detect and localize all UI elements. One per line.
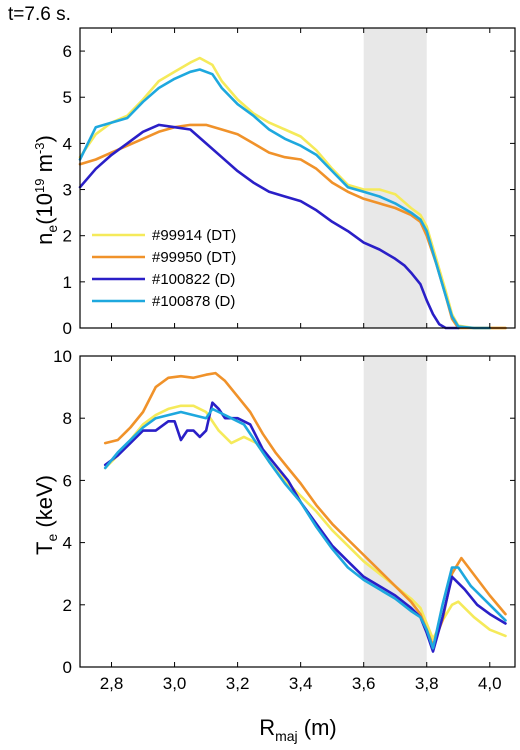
temperature-y-tick-label: 10 [53,347,72,366]
legend-label-2: #100822 (D) [152,271,235,288]
x-tick-label: 3,0 [163,674,187,693]
shaded-region-top [363,28,427,328]
density-y-tick-label: 0 [63,319,72,338]
temperature-y-tick-label: 0 [63,658,72,677]
x-tick-label: 3,4 [289,674,313,693]
temperature-series-group [103,371,507,653]
legend-label-0: #99914 (DT) [152,227,236,244]
temperature-series-line-3 [103,407,507,650]
density-y-ticks: 0 1 2 3 4 5 6 [63,42,515,338]
x-tick-label: 3,6 [352,674,376,693]
density-plot-frame [79,27,516,329]
density-series-line-0 [78,56,507,330]
density-y-tick-label: 2 [63,227,72,246]
x-tick-label: 2,8 [100,674,124,693]
density-panel: 0 1 2 3 4 5 6 ne(1019 m-3) #99914 (DT) #99950 (… [32,27,516,338]
temperature-series-line-2 [103,401,507,653]
x-tick-label: 3,2 [226,674,250,693]
density-y-tick-label: 4 [63,134,72,153]
temperature-y-tick-label: 8 [63,409,72,428]
x-tick-label: 3,8 [415,674,439,693]
density-y-tick-label: 3 [63,181,72,200]
density-series-group [78,56,507,330]
temperature-plot-frame [79,355,516,668]
temperature-x-ticks: 2,8 3,0 3,2 3,4 3,6 3,8 4,0 [100,356,502,693]
shaded-region-bottom [363,356,427,667]
x-tick-label: 4,0 [478,674,502,693]
density-y-tick-label: 1 [63,273,72,292]
time-label: t=7.6 s. [8,4,71,25]
legend-label-1: #99950 (DT) [152,249,236,266]
density-series-line-1 [78,123,507,330]
temperature-y-tick-label: 2 [63,596,72,615]
density-y-tick-label: 5 [63,88,72,107]
temperature-y-ticks: 0 2 4 6 8 10 [53,347,515,677]
density-y-axis-label: ne(1019 m-3) [32,135,60,245]
density-x-ticks [111,28,491,328]
temperature-y-tick-label: 4 [63,534,72,553]
density-y-tick-label: 6 [63,42,72,61]
x-axis-label: Rmaj (m) [259,715,337,744]
legend: #99914 (DT) #99950 (DT) #100822 (D) #100878… [92,227,236,310]
density-series-line-3 [78,68,492,330]
density-series-line-2 [78,123,460,330]
temperature-panel: 0 2 4 6 8 10 2,8 3,0 3,2 3,4 3,6 3,8 4,0 Te (keV) R… [32,347,516,744]
legend-label-3: #100878 (D) [152,293,235,310]
temperature-y-axis-label: Te (keV) [32,475,60,555]
temperature-y-tick-label: 6 [63,471,72,490]
